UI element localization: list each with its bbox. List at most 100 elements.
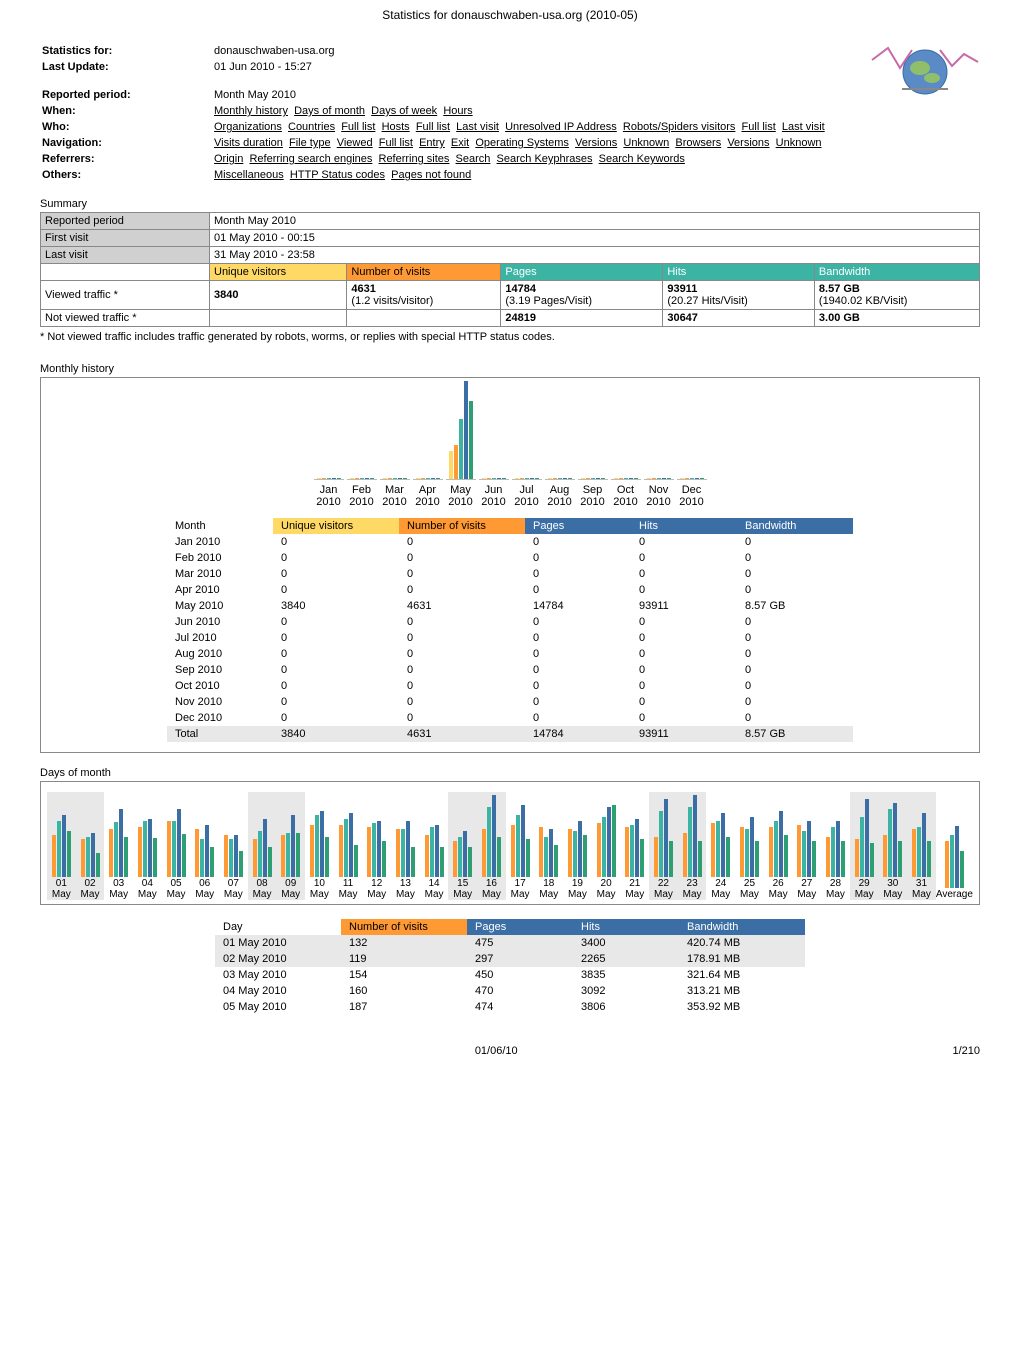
- nav-link[interactable]: Pages not found: [391, 169, 471, 181]
- nav-link[interactable]: HTTP Status codes: [290, 169, 385, 181]
- day-label: 06May: [195, 879, 214, 900]
- nav-link[interactable]: Visits duration: [214, 137, 283, 149]
- nav-link[interactable]: Monthly history: [214, 105, 288, 117]
- table-cell: Jan 2010: [167, 534, 273, 550]
- nav-link[interactable]: Last visit: [782, 121, 825, 133]
- table-row: Jul 201000000: [167, 630, 853, 646]
- nav-link[interactable]: Entry: [419, 137, 445, 149]
- stats-for-value: donauschwaben-usa.org: [214, 44, 825, 58]
- table-cell: Apr 2010: [167, 582, 273, 598]
- table-row: 04 May 20101604703092313.21 MB: [215, 983, 805, 999]
- table-row: 01 May 20101324753400420.74 MB: [215, 935, 805, 951]
- nav-link[interactable]: Unresolved IP Address: [505, 121, 617, 133]
- table-cell: Dec 2010: [167, 710, 273, 726]
- nav-link[interactable]: Full list: [742, 121, 776, 133]
- table-cell: 0: [525, 662, 631, 678]
- table-cell: 0: [631, 614, 737, 630]
- table-cell: 0: [737, 566, 853, 582]
- table-cell: 0: [737, 646, 853, 662]
- day-label: 25May: [740, 879, 759, 900]
- nav-link[interactable]: Countries: [288, 121, 335, 133]
- nav-link[interactable]: Full list: [341, 121, 375, 133]
- summary-viewed-pages: 14784: [505, 283, 536, 295]
- nav-link[interactable]: Hours: [443, 105, 472, 117]
- table-cell: 0: [273, 534, 399, 550]
- table-cell: 0: [525, 694, 631, 710]
- month-label: Jul2010: [514, 484, 538, 508]
- nav-link[interactable]: File type: [289, 137, 331, 149]
- nav-link[interactable]: Full list: [379, 137, 413, 149]
- month-label: Feb2010: [349, 484, 373, 508]
- table-cell: 14784: [525, 598, 631, 614]
- nav-link[interactable]: Miscellaneous: [214, 169, 284, 181]
- nav-link[interactable]: Origin: [214, 153, 243, 165]
- table-cell: 0: [399, 550, 525, 566]
- table-cell: 297: [467, 951, 573, 967]
- month-label: Nov2010: [646, 484, 670, 508]
- day-label: 09May: [281, 879, 300, 900]
- table-cell: 0: [399, 582, 525, 598]
- nav-links: Visits duration File type Viewed Full li…: [214, 136, 825, 150]
- month-label: Apr2010: [415, 484, 439, 508]
- monthly-col-pages: Pages: [525, 518, 631, 534]
- day-label: 26May: [769, 879, 788, 900]
- day-label: 30May: [883, 879, 902, 900]
- table-cell: Oct 2010: [167, 678, 273, 694]
- table-cell: 0: [631, 710, 737, 726]
- table-cell: 321.64 MB: [679, 967, 805, 983]
- table-row: 03 May 20101544503835321.64 MB: [215, 967, 805, 983]
- table-row: 02 May 20101192972265178.91 MB: [215, 951, 805, 967]
- nav-link[interactable]: Days of month: [294, 105, 365, 117]
- nav-link[interactable]: Browsers: [675, 137, 721, 149]
- nav-link[interactable]: Search Keyphrases: [497, 153, 593, 165]
- monthly-total-uv: 3840: [273, 726, 399, 742]
- nav-link[interactable]: Operating Systems: [475, 137, 569, 149]
- nav-link[interactable]: Hosts: [382, 121, 410, 133]
- summary-rp-value: Month May 2010: [210, 213, 980, 230]
- summary-nv-pages: 24819: [505, 312, 536, 324]
- summary-viewed-pages-sub: (3.19 Pages/Visit): [505, 295, 592, 307]
- day-label: 05May: [167, 879, 186, 900]
- nav-link[interactable]: Days of week: [371, 105, 437, 117]
- table-row: 05 May 20101874743806353.92 MB: [215, 999, 805, 1015]
- table-cell: 0: [525, 582, 631, 598]
- nav-link[interactable]: Full list: [416, 121, 450, 133]
- summary-viewed-hits-sub: (20.27 Hits/Visit): [667, 295, 748, 307]
- table-cell: 119: [341, 951, 467, 967]
- nav-link[interactable]: Unknown: [776, 137, 822, 149]
- nav-link[interactable]: Viewed: [337, 137, 373, 149]
- day-label: 15May: [453, 879, 472, 900]
- nav-link[interactable]: Last visit: [456, 121, 499, 133]
- monthly-chart: Jan2010Feb2010Mar2010Apr2010May2010Jun20…: [45, 388, 975, 508]
- table-cell: 0: [273, 614, 399, 630]
- nav-link[interactable]: Unknown: [623, 137, 669, 149]
- day-label: 19May: [568, 879, 587, 900]
- days-col-hits: Hits: [573, 919, 679, 935]
- nav-link[interactable]: Referring sites: [379, 153, 450, 165]
- table-cell: 01 May 2010: [215, 935, 341, 951]
- nav-link[interactable]: Versions: [727, 137, 769, 149]
- monthly-heading: Monthly history: [40, 363, 980, 375]
- table-cell: 313.21 MB: [679, 983, 805, 999]
- table-cell: 0: [273, 694, 399, 710]
- nav-link[interactable]: Search Keywords: [599, 153, 685, 165]
- ref-links: Origin Referring search engines Referrin…: [214, 152, 825, 166]
- nav-link[interactable]: Search: [456, 153, 491, 165]
- day-label: 13May: [396, 879, 415, 900]
- summary-rp-label: Reported period: [41, 213, 210, 230]
- nav-link[interactable]: Versions: [575, 137, 617, 149]
- nav-link[interactable]: Exit: [451, 137, 469, 149]
- table-cell: 0: [631, 582, 737, 598]
- summary-viewed-bw: 8.57 GB: [819, 283, 860, 295]
- table-cell: 0: [399, 630, 525, 646]
- who-label: Who:: [42, 120, 212, 134]
- day-label: 14May: [425, 879, 444, 900]
- table-cell: 0: [525, 710, 631, 726]
- nav-link[interactable]: Organizations: [214, 121, 282, 133]
- table-cell: 0: [737, 630, 853, 646]
- table-cell: 4631: [399, 598, 525, 614]
- nav-link[interactable]: Robots/Spiders visitors: [623, 121, 736, 133]
- nav-link[interactable]: Referring search engines: [249, 153, 372, 165]
- day-label: 29May: [855, 879, 874, 900]
- table-cell: 0: [273, 630, 399, 646]
